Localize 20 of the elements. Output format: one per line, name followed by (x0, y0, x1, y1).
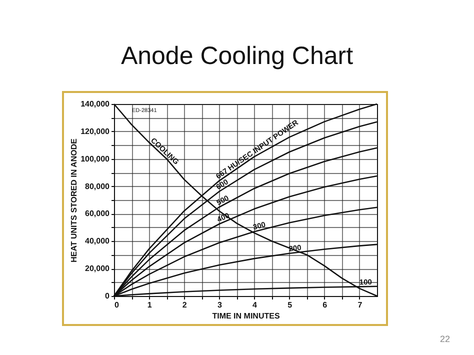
y-tick-label: 0 (105, 292, 110, 300)
x-tick-label: 6 (322, 300, 328, 310)
y-tick-label: 40,000 (85, 236, 110, 246)
x-tick-label: 1 (147, 300, 152, 310)
y-axis-title: HEAT UNITS STORED IN ANODE (70, 138, 79, 262)
text: 22 (440, 334, 450, 344)
x-tick-label: 7 (358, 300, 363, 310)
x-tick-label: 4 (252, 300, 258, 310)
y-tick-label: 140,000 (80, 100, 110, 108)
x-tick-label: 5 (288, 300, 293, 310)
y-tick-label: 60,000 (85, 209, 110, 218)
x-tick-label: 0 (114, 300, 120, 310)
x-tick-label: 2 (182, 300, 188, 310)
y-tick-label: 20,000 (85, 264, 110, 274)
y-tick-label: 100,000 (80, 154, 110, 164)
x-axis-title: TIME IN MINUTES (212, 312, 280, 320)
chart-title: Anode Cooling Chart (120, 42, 354, 71)
y-tick-label: 80,000 (85, 182, 110, 191)
y-tick-label: 120,000 (80, 126, 110, 136)
x-tick-label: 3 (217, 300, 222, 310)
